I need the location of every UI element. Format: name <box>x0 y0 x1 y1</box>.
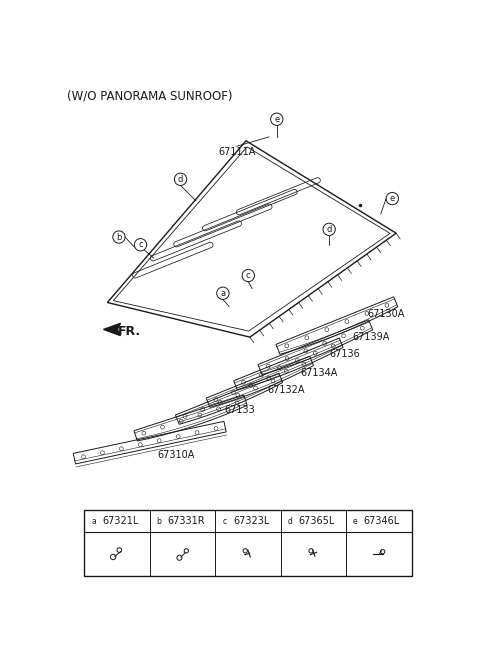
Text: c: c <box>246 271 251 280</box>
Text: 67136: 67136 <box>329 349 360 359</box>
Text: b: b <box>156 517 161 525</box>
Text: 67346L: 67346L <box>364 516 400 526</box>
Text: d: d <box>288 517 292 525</box>
Text: a: a <box>91 517 96 525</box>
Text: 67323L: 67323L <box>233 516 269 526</box>
Text: 67130A: 67130A <box>368 309 405 319</box>
Text: 67139A: 67139A <box>352 332 390 342</box>
Text: 67132A: 67132A <box>267 385 305 395</box>
Text: b: b <box>116 232 121 242</box>
Text: c: c <box>222 517 227 525</box>
Text: a: a <box>220 289 226 298</box>
Text: e: e <box>390 194 395 203</box>
Text: 67365L: 67365L <box>299 516 335 526</box>
Text: 67331R: 67331R <box>168 516 205 526</box>
Text: FR.: FR. <box>118 325 141 339</box>
Text: c: c <box>138 240 143 249</box>
Text: 67321L: 67321L <box>102 516 138 526</box>
Text: 67310A: 67310A <box>157 450 195 460</box>
Text: (W/O PANORAMA SUNROOF): (W/O PANORAMA SUNROOF) <box>67 90 233 103</box>
Bar <box>84 510 411 576</box>
Text: d: d <box>326 225 332 234</box>
Text: e: e <box>353 517 358 525</box>
Text: d: d <box>178 175 183 183</box>
Polygon shape <box>104 323 120 335</box>
Text: e: e <box>274 115 279 123</box>
Text: 67134A: 67134A <box>300 368 337 378</box>
Text: 67133: 67133 <box>225 405 255 415</box>
Text: 67111A: 67111A <box>218 147 255 156</box>
